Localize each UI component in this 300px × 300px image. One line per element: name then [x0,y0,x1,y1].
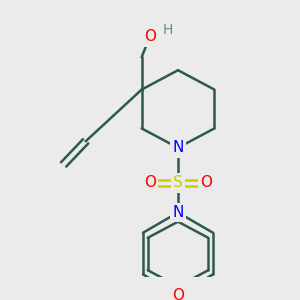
Text: N: N [172,140,184,155]
Text: O: O [144,29,156,44]
Text: H: H [162,22,173,37]
Text: O: O [144,176,156,190]
Text: N: N [172,205,184,220]
Text: O: O [200,176,212,190]
Text: O: O [172,288,184,300]
Text: S: S [173,176,183,190]
